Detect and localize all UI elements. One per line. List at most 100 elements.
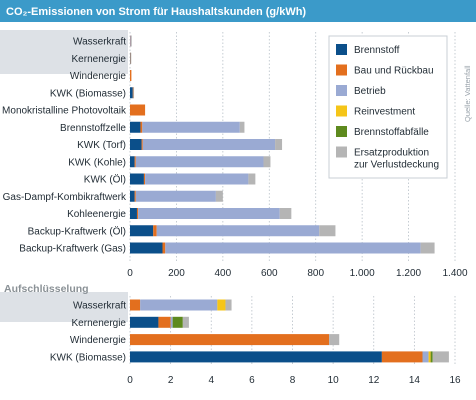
detail-category-labels: Wasserkraft Kernenergie Windenergie KWK (Bi…: [50, 301, 127, 364]
detail-bar-wasserkraft-ersatzproduktion-zur-verlustdeckung: [225, 299, 232, 311]
main-bar-brennstoffzelle-ersatzproduktion-zur-verlustdeckung: [239, 121, 245, 133]
main-category-label: Wasserkraft: [73, 37, 126, 48]
legend-swatch-betrieb: [336, 85, 347, 96]
main-bar-kwk-biomasse-ersatzproduktion-zur-verlustdeckung: [133, 87, 135, 99]
detail-x-tick-label: 6: [249, 375, 255, 386]
detail-bar-kwk-biomasse-bau-und-rueckbau: [381, 351, 423, 363]
detail-bar-kernenergie-bau-und-rueckbau: [158, 316, 171, 328]
legend-label-brennstoffabfaelle: Brennstoffabfälle: [354, 127, 429, 138]
detail-x-tick-label: 10: [328, 375, 340, 386]
main-category-label: Gas-Dampf-Kombikraftwerk: [3, 192, 127, 203]
detail-x-tick-labels: 0 2 4 6 8 10 12 14 16: [127, 375, 461, 386]
main-category-label: KWK (Torf): [77, 140, 126, 151]
main-bar-kwk-torf-bau-und-rueckbau: [141, 139, 143, 150]
main-bar-backup-kraftwerk-gas-brennstoff: [130, 242, 163, 254]
main-bar-kohleenergie-betrieb: [138, 208, 280, 219]
main-bar-gas-dampf-kombikraftwerk-betrieb: [135, 190, 216, 202]
main-bar-brennstoffzelle-brennstoff: [130, 121, 141, 133]
detail-bars: [130, 299, 449, 363]
main-bar-kohleenergie-ersatzproduktion-zur-verlustdeckung: [279, 208, 292, 219]
main-bar-gas-dampf-kombikraftwerk-brennstoff: [130, 190, 135, 202]
detail-category-label: KWK (Biomasse): [50, 352, 126, 363]
detail-category-label: Windenergie: [70, 335, 127, 346]
detail-bar-kernenergie-brennstoffabfaelle: [172, 316, 183, 328]
main-bar-kwk-kohle-bau-und-rueckbau: [134, 156, 136, 168]
detail-bar-kernenergie-betrieb: [170, 316, 173, 328]
detail-bar-wasserkraft-betrieb: [140, 299, 218, 311]
detail-x-tick-label: 14: [409, 375, 421, 386]
main-x-tick-label: 200: [168, 268, 185, 279]
main-bar-backup-kraftwerk-gas-betrieb: [165, 242, 421, 254]
main-bar-kwk-torf-ersatzproduktion-zur-verlustdeckung: [275, 139, 283, 150]
main-bar-wasserkraft-ersatzproduktion-zur-verlustdeckung: [130, 35, 132, 47]
main-bar-backup-kraftwerk-oel-betrieb: [156, 225, 320, 237]
main-bar-kwk-kohle-ersatzproduktion-zur-verlustdeckung: [263, 156, 271, 168]
main-x-tick-label: 1.400: [442, 268, 467, 279]
main-bar-kwk-oel-betrieb: [145, 173, 249, 185]
legend-box: [328, 35, 448, 179]
legend-swatch-brennstoffabfaelle: [336, 126, 347, 137]
detail-x-tick-label: 0: [127, 375, 133, 386]
main-category-labels: Wasserkraft Kernenergie Windenergie KWK (Bi…: [2, 37, 127, 255]
main-bar-kwk-torf-betrieb: [142, 139, 276, 150]
main-bar-kernenergie-ersatzproduktion-zur-verlustdeckung: [130, 52, 132, 64]
main-bar-backup-kraftwerk-gas-ersatzproduktion-zur-verlustdeckung: [420, 242, 435, 254]
main-x-tick-label: 1.000: [350, 268, 375, 279]
main-bar-kohleenergie-bau-und-rueckbau: [136, 208, 139, 219]
chart-title: CO₂-Emissionen von Strom für Haushaltsku…: [6, 6, 306, 18]
detail-category-label: Wasserkraft: [73, 301, 126, 312]
main-category-label: Kohleenergie: [67, 209, 126, 220]
detail-x-tick-label: 2: [168, 375, 174, 386]
legend: Brennstoff Bau und Rückbau Betrieb Reinvest…: [328, 35, 448, 179]
main-bars: [130, 35, 435, 254]
detail-bar-kwk-biomasse-reinvestment: [428, 351, 431, 363]
main-bar-kwk-oel-bau-und-rueckbau: [143, 173, 146, 185]
main-x-tick-label: 400: [215, 268, 232, 279]
main-bar-wasserkraft-betrieb: [130, 35, 132, 47]
legend-label-bau-und-rueckbau: Bau und Rückbau: [354, 66, 434, 77]
detail-x-tick-label: 12: [368, 375, 380, 386]
main-bar-backup-kraftwerk-gas-bau-und-rueckbau: [162, 242, 166, 254]
detail-bar-windenergie-bau-und-rueckbau: [130, 334, 330, 346]
bottom-left-band: [0, 292, 128, 322]
main-bar-backup-kraftwerk-oel-ersatzproduktion-zur-verlustdeckung: [319, 225, 336, 237]
legend-label-brennstoff: Brennstoff: [354, 45, 400, 56]
detail-x-tick-label: 4: [208, 375, 214, 386]
main-category-label: Kernenergie: [72, 54, 127, 65]
legend-swatch-reinvestment: [336, 105, 347, 117]
main-bar-kwk-kohle-betrieb: [135, 156, 264, 168]
detail-bar-kernenergie-brennstoff: [130, 316, 159, 328]
legend-swatch-ersatzproduktion-zur-verlustdeckung: [336, 146, 347, 158]
main-bar-monokristalline-photovoltaik-bau-und-rueckbau: [130, 104, 146, 116]
main-category-label: KWK (Öl): [84, 174, 126, 186]
detail-x-tick-label: 16: [449, 375, 461, 386]
main-bar-kwk-torf-brennstoff: [130, 139, 142, 150]
title-bar: [0, 0, 476, 22]
main-bar-backup-kraftwerk-oel-brennstoff: [130, 225, 154, 237]
detail-bar-kernenergie-ersatzproduktion-zur-verlustdeckung: [182, 316, 189, 328]
main-category-label: KWK (Kohle): [68, 157, 126, 168]
main-bar-kwk-oel-brennstoff: [130, 173, 144, 185]
main-category-label: Brennstoffzelle: [60, 123, 126, 134]
detail-bar-wasserkraft-bau-und-rueckbau: [130, 299, 141, 311]
detail-category-label: Kernenergie: [72, 318, 127, 329]
detail-x-tick-label: 8: [290, 375, 296, 386]
detail-heading: Aufschlüsselung: [4, 283, 89, 295]
main-bar-kohleenergie-brennstoff: [130, 208, 137, 219]
main-bar-kwk-biomasse-bau-und-rueckbau: [132, 87, 134, 99]
main-category-label: Backup-Kraftwerk (Gas): [19, 244, 126, 255]
main-bar-brennstoffzelle-betrieb: [142, 121, 240, 133]
legend-swatch-bau-und-rueckbau: [336, 64, 347, 76]
main-bar-kwk-kohle-brennstoff: [130, 156, 135, 168]
top-left-band: [0, 30, 128, 74]
main-category-label: Windenergie: [70, 71, 127, 82]
main-category-label: KWK (Biomasse): [50, 88, 126, 99]
detail-bar-kwk-biomasse-betrieb: [422, 351, 429, 363]
legend-label-reinvestment: Reinvestment: [354, 107, 415, 118]
main-bar-brennstoffzelle-bau-und-rueckbau: [140, 121, 143, 133]
main-x-tick-label: 600: [261, 268, 278, 279]
legend-label-ersatzproduktion-zur-verlustdeckung: Ersatzproduktion zur Verlustdeckung: [354, 148, 439, 171]
legend-label-betrieb: Betrieb: [354, 86, 386, 97]
legend-swatch-brennstoff: [336, 44, 347, 55]
